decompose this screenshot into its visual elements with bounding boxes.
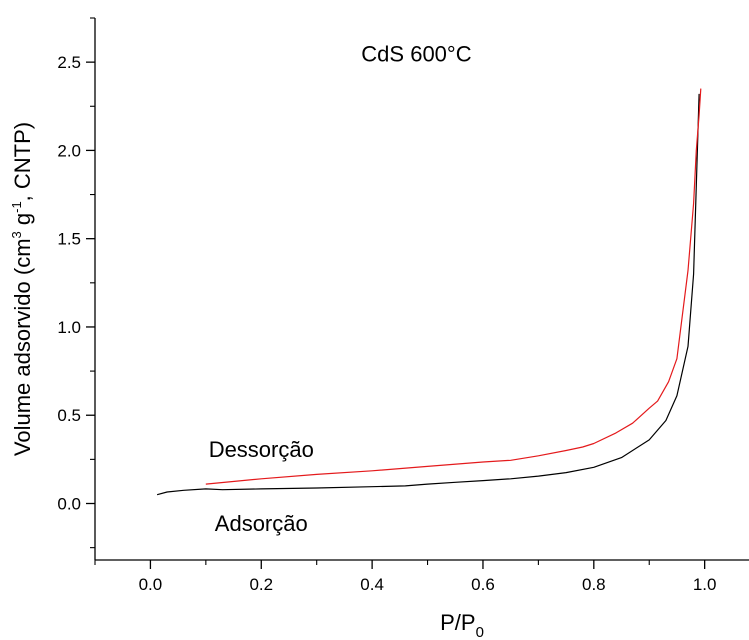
x-axis-label: P/P0 <box>440 610 484 640</box>
x-tick-label: 0.6 <box>471 575 495 594</box>
y-axis-label-sup2: -1 <box>9 201 24 213</box>
y-tick-label: 2.5 <box>57 53 81 72</box>
y-tick-label: 2.0 <box>57 141 81 160</box>
y-axis-label-pre: Volume adsorvido (cm <box>10 238 35 456</box>
series-lines <box>156 88 702 496</box>
y-axis-label: Volume adsorvido (cm3 g-1, CNTP) <box>9 122 35 456</box>
chart-annotations: CdS 600°C Dessorção Adsorção <box>209 41 472 536</box>
x-tick-label: 0.8 <box>582 575 606 594</box>
axis-ticks <box>86 17 706 569</box>
x-axis-label-main: P/P <box>440 610 475 635</box>
axes <box>94 18 749 561</box>
x-tick-label: 0.2 <box>249 575 273 594</box>
series-line-dessorcao <box>205 88 702 485</box>
x-tick-label: 0.4 <box>360 575 384 594</box>
x-tick-label: 0.0 <box>139 575 163 594</box>
tick-labels: 0.0 0.2 0.4 0.6 0.8 1.0 0.0 0.5 1.0 1.5 2.0 2.5 <box>57 53 716 594</box>
y-tick-label: 0.5 <box>57 406 81 425</box>
annotation-label: Dessorção <box>209 437 314 462</box>
y-tick-label: 1.5 <box>57 230 81 249</box>
y-axis-label-post: , CNTP) <box>10 122 35 201</box>
x-axis-label-subscript: 0 <box>476 624 484 640</box>
y-axis-label-mid: g <box>10 213 35 231</box>
series-line-adsorcao <box>156 93 700 496</box>
y-tick-label: 0.0 <box>57 495 81 514</box>
chart-title: CdS 600°C <box>361 41 471 66</box>
y-tick-label: 1.0 <box>57 318 81 337</box>
x-tick-label: 1.0 <box>693 575 717 594</box>
y-axis-label-sup1: 3 <box>9 231 24 238</box>
annotation-label: Adsorção <box>215 511 308 536</box>
